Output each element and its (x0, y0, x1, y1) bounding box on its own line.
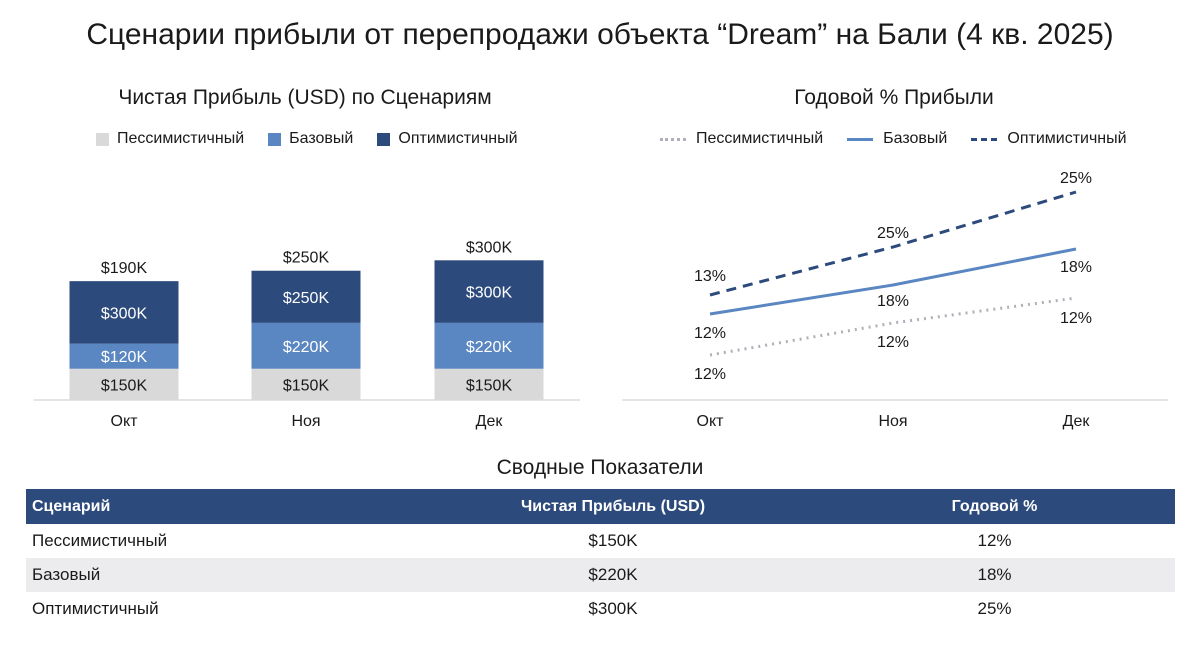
cell-annual: 25% (977, 599, 1012, 618)
header-annual: Годовой % (808, 489, 1175, 524)
line-value-label: 12% (694, 366, 726, 383)
legend-item-base-line: Базовый (847, 130, 947, 148)
series-line-base (709, 247, 1077, 316)
cell-annual: 12% (977, 531, 1012, 550)
bar-segment-base (434, 322, 544, 369)
cell-scenario: Оптимистичный (32, 599, 159, 618)
legend-item-pessimistic-line: Пессимистичный (660, 130, 823, 148)
bar-segment-pessimistic (69, 368, 179, 400)
bar-total-label: $250K (283, 250, 330, 267)
line-category-label: Дек (1063, 413, 1091, 430)
legend-label-pessimistic-line: Пессимистичный (696, 130, 824, 147)
legend-line-optimistic (971, 137, 998, 141)
bar-chart: $150K $120K $300K $190K Окт $150K $220K $250K $2… (34, 239, 580, 430)
line-category-label: Окт (697, 413, 725, 430)
table-row: Пессимистичный $150K 12% (26, 524, 1175, 558)
cell-scenario: Базовый (26, 558, 412, 592)
line-chart-title: Годовой % Прибыли (794, 86, 994, 109)
series-line-optimistic (709, 190, 1077, 297)
bar-value-label: $150K (283, 377, 330, 394)
legend-item-optimistic-line: Оптимистичный (971, 130, 1127, 148)
table-row: Оптимистичный $300K 25% (26, 592, 1175, 626)
bar-segment-optimistic (434, 260, 544, 323)
bar-total-label: $300K (466, 239, 513, 256)
legend-label-pessimistic: Пессимистичный (117, 130, 245, 147)
bar-value-label: $300K (101, 305, 148, 322)
cell-annual: 18% (808, 558, 1175, 592)
line-category-label: Ноя (878, 413, 907, 430)
bar-segment-base (69, 343, 179, 369)
bar-chart-legend: Пессимистичный Базовый Оптимистичный (96, 128, 518, 150)
cell-profit: $150K (588, 531, 638, 550)
bar-category-label: Окт (111, 413, 139, 430)
line-chart-legend: Пессимистичный Базовый Оптимистичный (660, 128, 1127, 150)
bar-segment-optimistic (69, 281, 179, 344)
bar-value-label: $220K (283, 339, 330, 356)
bar-category-label: Ноя (291, 413, 320, 430)
cell-scenario: Пессимистичный (32, 531, 168, 550)
bar-value-label: $120K (101, 349, 148, 366)
line-chart: 12% 12% 12% 12% 18% 18% 13% 25% 25% Окт Ноя Дек (622, 170, 1168, 430)
legend-swatch-optimistic (377, 132, 391, 146)
bar-total-label: $190K (101, 260, 148, 277)
legend-label-base-line: Базовый (883, 130, 948, 147)
line-value-label: 12% (694, 325, 726, 342)
bar-category-label: Дек (476, 413, 504, 430)
summary-header-row: Сценарий Чистая Прибыль (USD) Годовой % (26, 489, 1175, 524)
line-value-label: 25% (1060, 170, 1092, 187)
line-value-label: 18% (1060, 259, 1092, 276)
series-line-pessimistic (709, 296, 1077, 357)
legend-item-optimistic: Оптимистичный (377, 130, 518, 148)
bar-segment-optimistic (251, 270, 361, 323)
cell-profit: $300K (588, 599, 638, 618)
bar-segment-pessimistic (251, 368, 361, 400)
bar-segment-base (251, 322, 361, 369)
legend-line-base (847, 137, 874, 141)
legend-label-base: Базовый (289, 130, 354, 147)
line-value-label: 13% (694, 268, 726, 285)
bar-chart-title: Чистая Прибыль (USD) по Сценариям (118, 86, 492, 109)
legend-item-pessimistic: Пессимистичный (96, 130, 244, 148)
legend-item-base: Базовый (268, 130, 353, 148)
bar-value-label: $150K (101, 377, 148, 394)
line-value-label: 25% (877, 225, 909, 242)
summary-table: Сценарий Чистая Прибыль (USD) Годовой % … (26, 489, 1175, 626)
legend-label-optimistic: Оптимистичный (398, 130, 518, 147)
line-value-label: 12% (877, 334, 909, 351)
legend-swatch-pessimistic (96, 132, 109, 146)
bar-value-label: $150K (466, 377, 513, 394)
header-scenario: Сценарий (26, 489, 412, 524)
cell-profit: $220K (412, 558, 808, 592)
header-profit: Чистая Прибыль (USD) (412, 489, 808, 524)
bar-segment-pessimistic (434, 368, 544, 400)
table-row: Базовый $220K 18% (26, 558, 1175, 592)
line-value-label: 18% (877, 293, 909, 310)
legend-label-optimistic-line: Оптимистичный (1007, 130, 1127, 147)
bar-value-label: $300K (466, 285, 513, 302)
legend-swatch-base (268, 132, 282, 146)
line-value-label: 12% (1060, 310, 1092, 327)
bar-value-label: $250K (283, 290, 330, 307)
legend-line-pessimistic (660, 137, 686, 141)
summary-title: Сводные Показатели (496, 456, 704, 479)
bar-value-label: $220K (466, 339, 513, 356)
page-title: Сценарии прибыли от перепродажи объекта … (86, 18, 1114, 51)
